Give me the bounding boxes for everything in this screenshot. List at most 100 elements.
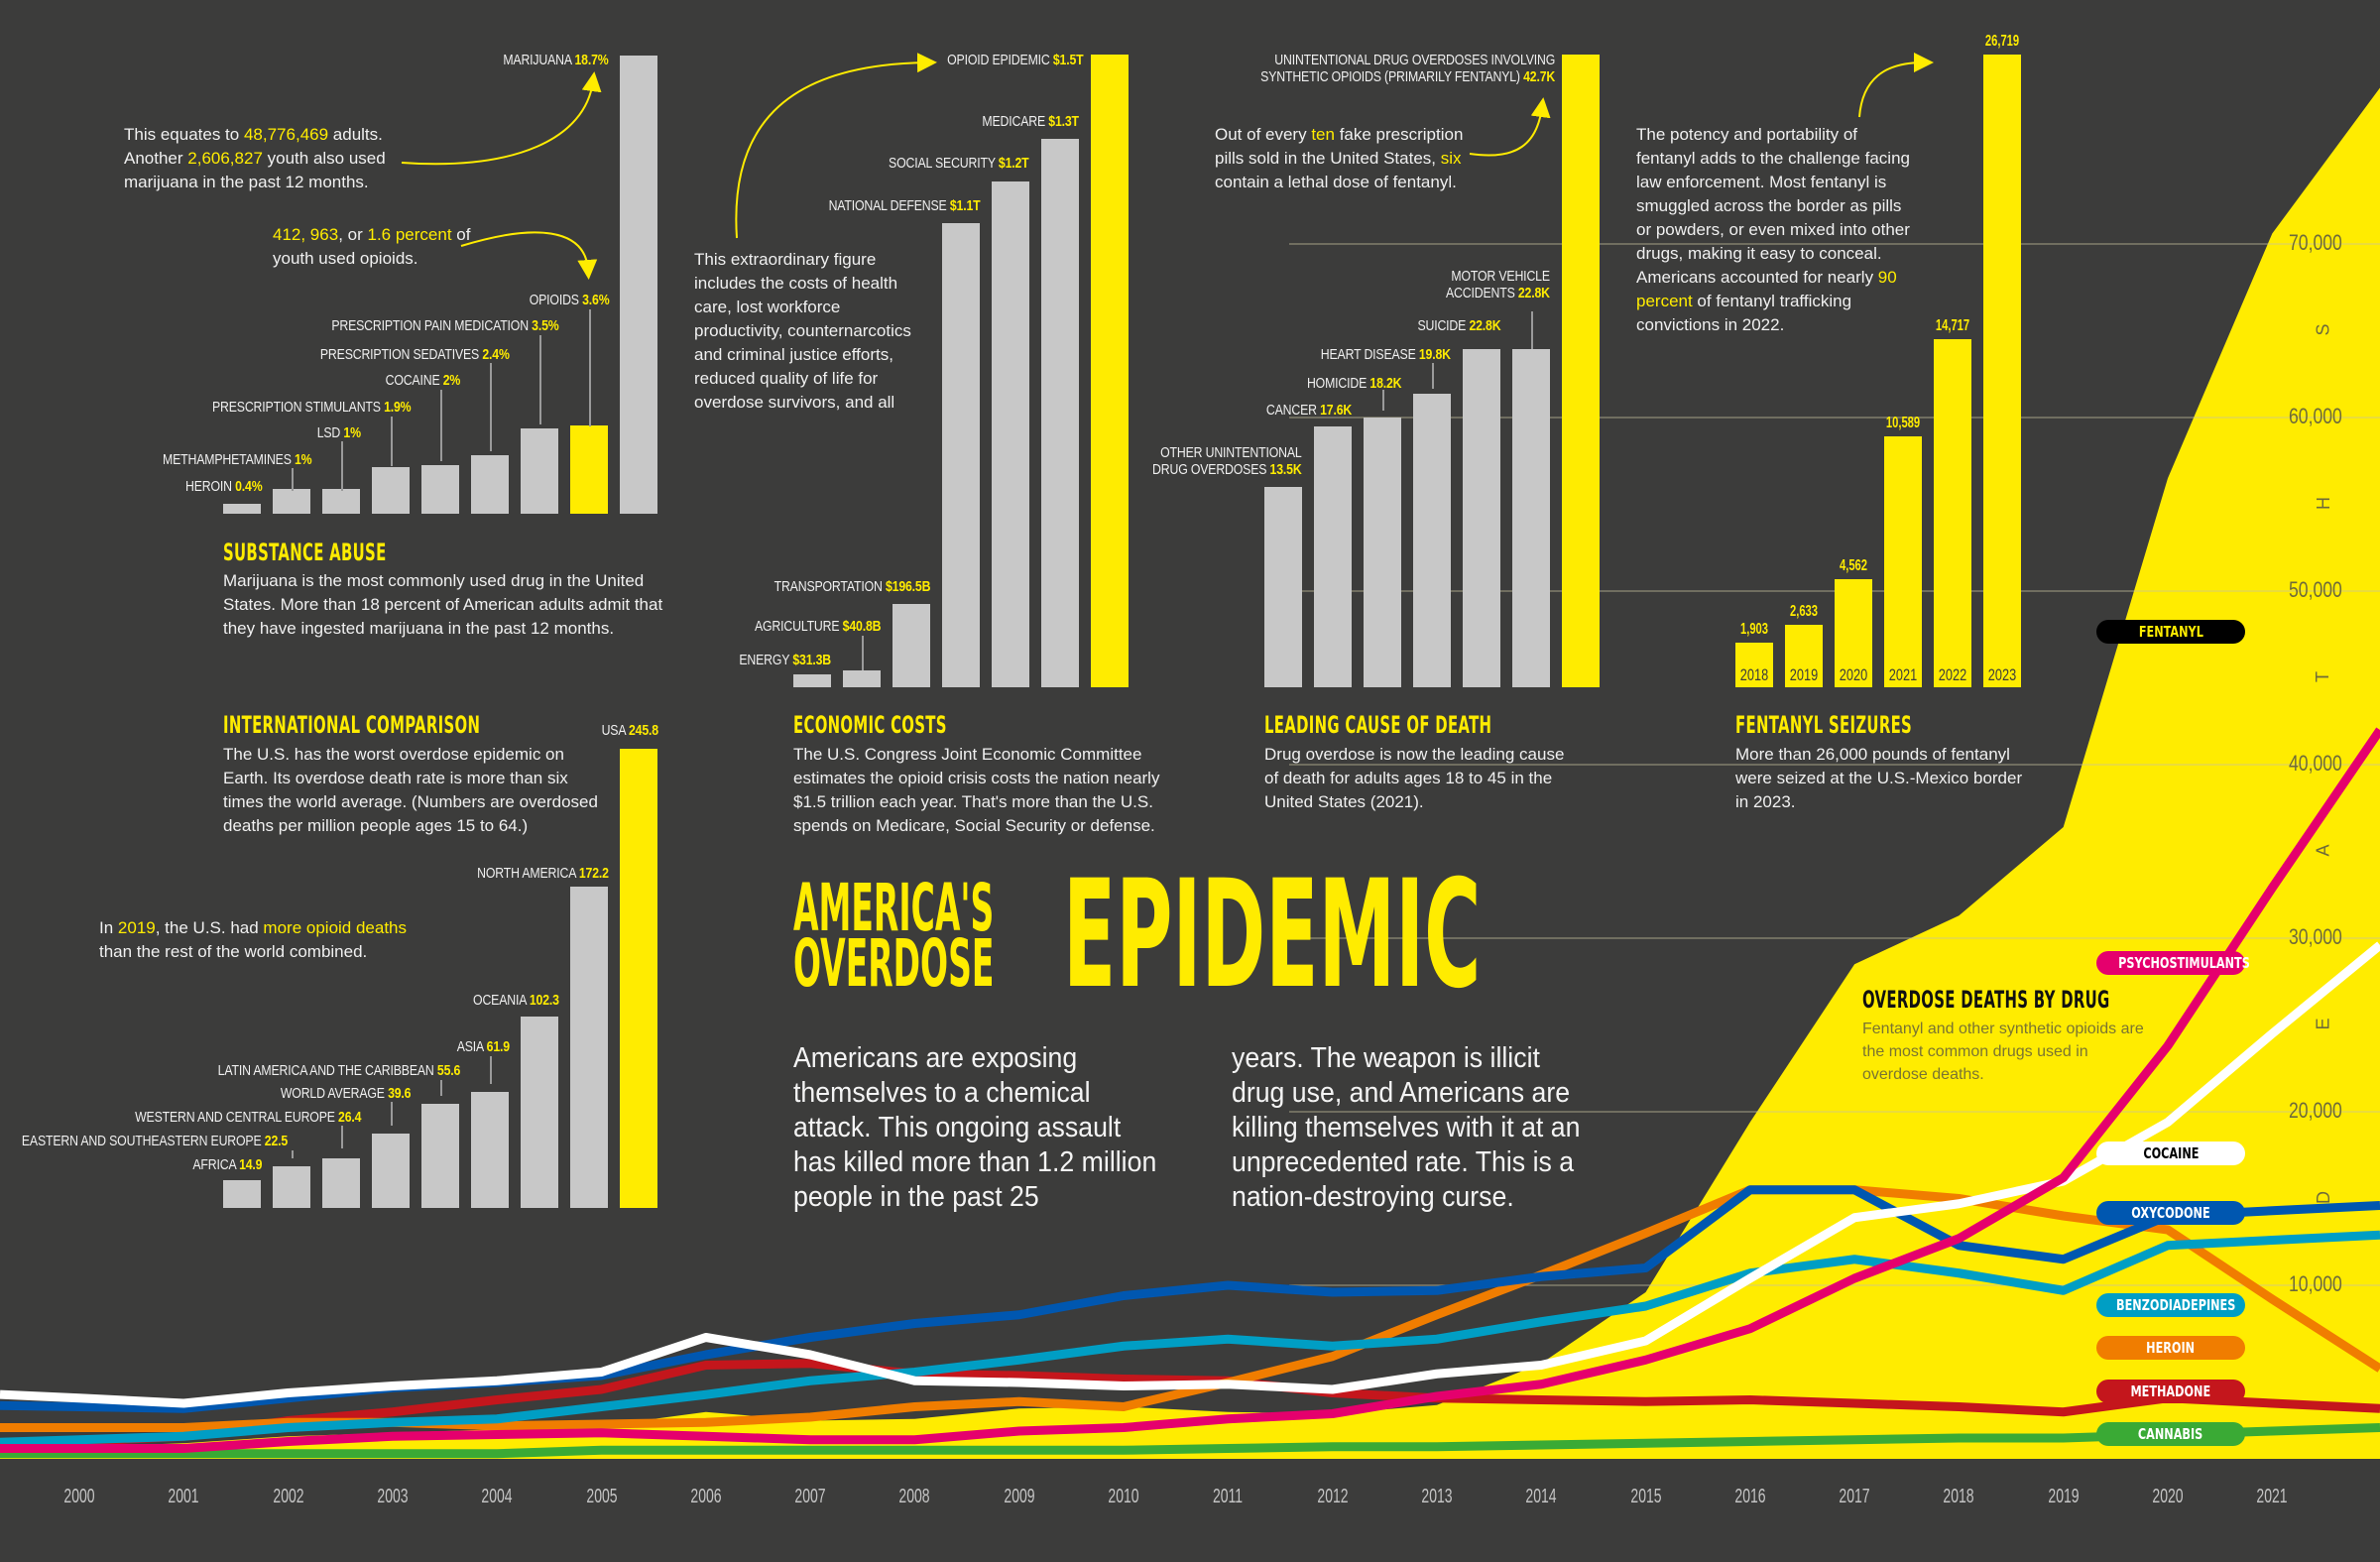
bar-category: TRANSPORTATION	[774, 578, 886, 595]
bar-category: OCEANIA	[473, 992, 531, 1009]
leader-line	[589, 309, 591, 426]
bar-value: 39.6	[387, 1085, 411, 1102]
legend-pill-methadone: METHADONE	[2096, 1380, 2245, 1403]
bar-category: SOCIAL SECURITY	[889, 155, 1000, 172]
legend-label: FENTANYL	[2138, 623, 2203, 641]
overdose-by-drug-text: Fentanyl and other synthetic opioids are…	[1862, 1021, 2144, 1083]
bar-category: COCAINE	[385, 372, 443, 389]
intro-column-1: Americans are exposing themselves to a c…	[793, 1042, 1157, 1213]
bar-label: COCAINE 2%	[385, 372, 460, 389]
bar	[273, 489, 310, 514]
bar-category: ENERGY	[739, 652, 793, 668]
leader-line	[391, 417, 393, 466]
bar-label: SUICIDE 22.8K	[1417, 317, 1500, 334]
bar-label: SOCIAL SECURITY $1.2T	[889, 155, 1030, 172]
bar-label: OTHER UNINTENTIONAL DRUG OVERDOSES 13.5K	[1152, 444, 1302, 478]
bar-value: $1.5T	[1053, 52, 1084, 68]
legend-pill-psychostimulants: PSYCHOSTIMULANTS	[2096, 951, 2250, 975]
bar-category: LATIN AMERICA AND THE CARIBBEAN	[217, 1062, 437, 1079]
bar-value: 0.4%	[234, 478, 263, 495]
bar-label-line: MOTOR VEHICLE	[1451, 268, 1551, 285]
bar-label: LATIN AMERICA AND THE CARIBBEAN 55.6	[217, 1062, 460, 1079]
bar-value: 2.4%	[482, 346, 511, 363]
x-tick-label: 2016	[1734, 1486, 1766, 1507]
y-axis-title-letter: D	[2314, 1190, 2333, 1204]
x-tick-label: 2006	[690, 1486, 722, 1507]
bar	[372, 1134, 410, 1208]
leader-line	[490, 1056, 492, 1084]
bar-label: HOMICIDE 18.2K	[1307, 375, 1402, 392]
bar-label-line: OTHER UNINTENTIONAL	[1160, 444, 1303, 461]
bar	[1314, 426, 1352, 687]
bar	[372, 467, 410, 514]
bar-value: 22.8K	[1468, 317, 1500, 334]
bar-label: AGRICULTURE $40.8B	[755, 618, 882, 635]
bar	[1041, 139, 1079, 687]
bar	[1463, 349, 1500, 687]
bar-value: 22.5	[264, 1133, 288, 1149]
bar-value: $1.1T	[949, 197, 980, 214]
leader-line	[490, 363, 492, 451]
bar-label: MOTOR VEHICLE ACCIDENTS 22.8K	[1446, 268, 1550, 301]
bar-value: $1.3T	[1048, 113, 1079, 130]
bar: 2018	[1735, 642, 1773, 687]
bar-category: USA	[601, 722, 630, 739]
bar-category: MEDICARE	[982, 113, 1049, 130]
bar: 2019	[1785, 625, 1823, 687]
x-axis-band	[0, 1459, 2380, 1562]
x-tick-label: 2020	[2152, 1486, 2184, 1507]
leader-line	[391, 1102, 393, 1126]
bar	[421, 1104, 459, 1208]
x-tick-label: 2018	[1943, 1486, 1974, 1507]
bar-year-label: 2020	[1839, 664, 1868, 684]
bar	[942, 223, 980, 687]
series-line-benzodiadepines	[0, 1230, 2380, 1447]
bar	[471, 1092, 509, 1208]
legend-pill-fentanyl: FENTANYL	[2096, 620, 2245, 644]
bar-category: PRESCRIPTION PAIN MEDICATION	[331, 317, 533, 334]
bar	[421, 464, 459, 514]
legend-label: METHADONE	[2130, 1382, 2211, 1400]
substance-abuse-heading: SUBSTANCE ABUSE	[223, 539, 387, 566]
bar-value: 2%	[442, 372, 461, 389]
substance-abuse-text: Marijuana is the most commonly used drug…	[223, 571, 663, 638]
bar-value: 61.9	[486, 1038, 510, 1055]
x-tick-label: 2009	[1004, 1486, 1035, 1507]
bar-label: HEART DISEASE 19.8K	[1321, 346, 1451, 363]
bar-label-line: ACCIDENTS 22.8K	[1446, 285, 1550, 301]
bar-label: UNINTENTIONAL DRUG OVERDOSES INVOLVING SY…	[1260, 52, 1555, 85]
bar-label: WESTERN AND CENTRAL EUROPE 26.4	[135, 1109, 361, 1126]
legend-label: BENZODIADEPINES	[2116, 1296, 2236, 1314]
bar: 2023	[1983, 55, 2021, 687]
x-tick-label: 2003	[377, 1486, 409, 1507]
x-tick-label: 2005	[585, 1486, 618, 1507]
bar-value: 1,903	[1739, 620, 1769, 638]
leader-line	[341, 1126, 343, 1148]
bar-category: NORTH AMERICA	[477, 865, 580, 882]
bar	[620, 749, 657, 1208]
leader-line	[539, 335, 541, 424]
y-axis-title-letter: T	[2313, 670, 2332, 682]
series-line-psychostimulants	[0, 727, 2380, 1453]
bar-value: 3.6%	[581, 292, 610, 308]
series-line-cannabis	[0, 1423, 2380, 1459]
x-tick-label: 2001	[168, 1486, 199, 1507]
bar-label: USA 245.8	[601, 722, 659, 739]
x-tick-label: 2015	[1629, 1486, 1662, 1507]
international-text: The U.S. has the worst overdose epidemic…	[223, 745, 598, 835]
bar	[223, 504, 261, 514]
bar	[471, 454, 509, 514]
bar	[1364, 418, 1401, 687]
legend-label: PSYCHOSTIMULANTS	[2118, 954, 2250, 972]
bar-value: 26.4	[337, 1109, 361, 1126]
bar-value: 17.6K	[1319, 402, 1352, 419]
leader-line	[440, 1080, 442, 1096]
bar-label: EASTERN AND SOUTHEASTERN EUROPE 22.5	[22, 1133, 288, 1149]
bar-label: TRANSPORTATION $196.5B	[774, 578, 930, 595]
bar-category: EASTERN AND SOUTHEASTERN EUROPE	[21, 1133, 265, 1149]
bar-value: 102.3	[530, 992, 559, 1009]
legend-pill-benzodiadepines: BENZODIADEPINES	[2096, 1293, 2245, 1317]
bar-category: OPIOIDS	[529, 292, 582, 308]
bar-value: 19.8K	[1418, 346, 1451, 363]
